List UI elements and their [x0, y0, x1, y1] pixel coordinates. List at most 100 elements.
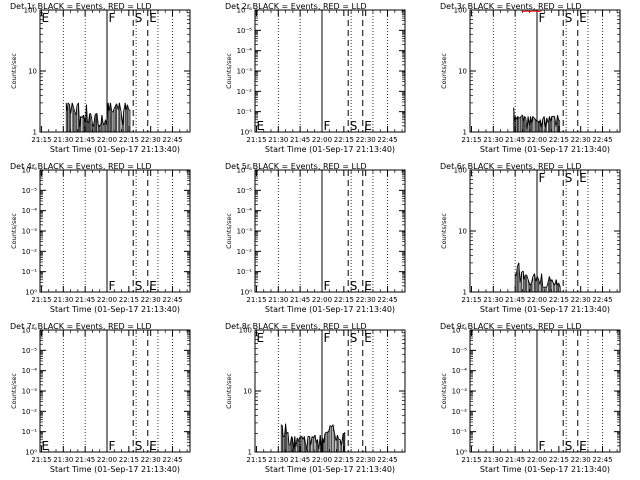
y-tick-label: 10⁻⁴ — [452, 367, 468, 375]
event-segment — [558, 282, 561, 288]
event-segment — [323, 433, 326, 444]
event-segment — [523, 274, 526, 280]
event-segment — [122, 111, 125, 126]
panel-det-5: Det 5r BLACK = Events, RED = LLD F S E 10⁰ 10… — [225, 162, 406, 314]
x-tick-label: 22:30 — [571, 296, 591, 304]
event-segment — [517, 116, 520, 119]
x-tick-label: 21:30 — [268, 296, 288, 304]
marker-label-f: F — [538, 439, 545, 453]
marker-label-e: E — [579, 11, 587, 25]
event-segment — [530, 282, 532, 286]
y-tick-label: 10⁻³ — [452, 388, 468, 396]
y-tick-label: 10⁻⁴ — [22, 367, 38, 375]
x-tick-label: 22:00 — [527, 296, 547, 304]
event-segment — [519, 272, 522, 284]
y-tick-label: 1 — [463, 129, 467, 137]
x-tick-label: 22:30 — [141, 456, 161, 464]
event-segment — [554, 116, 557, 128]
event-segment — [120, 111, 124, 126]
event-segment — [91, 119, 94, 128]
x-axis-label: Start Time (01-Sep-17 21:13:40) — [50, 305, 180, 314]
event-segment — [67, 102, 70, 106]
x-tick-label: 22:45 — [592, 136, 612, 144]
x-tick-label: 21:15 — [461, 296, 481, 304]
event-segment — [515, 266, 518, 277]
x-tick-label: 21:15 — [461, 456, 481, 464]
event-segment — [86, 104, 88, 122]
x-tick-label: 22:00 — [312, 456, 332, 464]
panel-title: Det 2r BLACK = Events, RED = LLD — [225, 2, 367, 11]
x-tick-label: 22:15 — [119, 296, 139, 304]
series-events — [514, 262, 561, 292]
y-tick-label: 1 — [33, 129, 37, 137]
y-tick-label: 10⁰ — [240, 129, 252, 137]
event-segment — [557, 114, 559, 120]
event-segment — [289, 436, 292, 446]
lld-segment — [521, 10, 525, 13]
marker-label-e: E — [579, 171, 587, 185]
x-tick-label: 22:15 — [334, 456, 354, 464]
event-segment — [336, 434, 340, 440]
event-segment — [526, 116, 529, 130]
x-tick-label: 21:45 — [290, 136, 310, 144]
marker-label-e-left: E — [257, 119, 265, 133]
y-tick-label: 10⁰ — [25, 289, 37, 297]
event-segment — [73, 107, 76, 113]
event-segment — [531, 116, 534, 124]
event-segment — [334, 433, 337, 442]
event-segment — [536, 276, 540, 280]
event-segment — [533, 117, 536, 120]
x-tick-label: 21:30 — [53, 296, 73, 304]
marker-label-s: S — [135, 11, 143, 25]
x-tick-label: 21:30 — [53, 136, 73, 144]
marker-label-e: E — [579, 439, 587, 453]
y-tick-label: 10 — [458, 68, 467, 76]
x-tick-label: 22:15 — [549, 456, 569, 464]
marker-label-f: F — [108, 439, 115, 453]
x-tick-label: 22:30 — [571, 456, 591, 464]
plot-frame — [39, 9, 191, 133]
event-segment — [287, 432, 290, 446]
y-tick-label: 10⁻³ — [22, 388, 38, 396]
x-tick-label: 22:45 — [162, 296, 182, 304]
x-tick-label: 22:45 — [162, 456, 182, 464]
x-tick-label: 22:15 — [334, 136, 354, 144]
x-tick-label: 22:45 — [592, 456, 612, 464]
event-segment — [126, 104, 130, 111]
event-segment — [92, 122, 95, 128]
x-tick-label: 21:45 — [505, 296, 525, 304]
x-tick-label: 22:45 — [377, 136, 397, 144]
event-segment — [314, 434, 317, 444]
event-segment — [558, 119, 561, 122]
x-tick-label: 21:45 — [75, 296, 95, 304]
plot-frame — [469, 9, 621, 133]
x-tick-label: 21:45 — [290, 296, 310, 304]
event-segment — [519, 116, 522, 119]
x-tick-label: 22:00 — [312, 136, 332, 144]
event-segment — [548, 276, 552, 282]
event-segment — [555, 279, 558, 286]
x-tick-label: 22:30 — [571, 136, 591, 144]
y-tick-label: 10⁰ — [240, 289, 252, 297]
event-segment — [90, 113, 93, 120]
marker-label-e: E — [149, 439, 157, 453]
event-segment — [541, 273, 544, 288]
event-segment — [75, 105, 78, 116]
y-tick-label: 10⁻² — [22, 408, 38, 416]
panel-det-4: Det 4r BLACK = Events, RED = LLD F S E 10⁰ 10… — [10, 162, 191, 314]
panel-title: Det 5r BLACK = Events, RED = LLD — [225, 162, 367, 171]
marker-label-e-left: E — [42, 439, 50, 453]
event-segment — [306, 436, 309, 450]
event-segment — [526, 274, 529, 280]
event-segment — [544, 117, 548, 128]
y-tick-label: 10⁻⁵ — [22, 187, 38, 195]
y-tick-label: 10⁻⁶ — [237, 7, 253, 15]
event-segment — [318, 434, 321, 450]
x-axis-label: Start Time (01-Sep-17 21:13:40) — [50, 465, 180, 474]
x-axis-label: Start Time (01-Sep-17 21:13:40) — [480, 465, 610, 474]
marker-label-f: F — [323, 279, 330, 293]
x-tick-label: 21:30 — [483, 456, 503, 464]
event-segment — [335, 434, 338, 442]
